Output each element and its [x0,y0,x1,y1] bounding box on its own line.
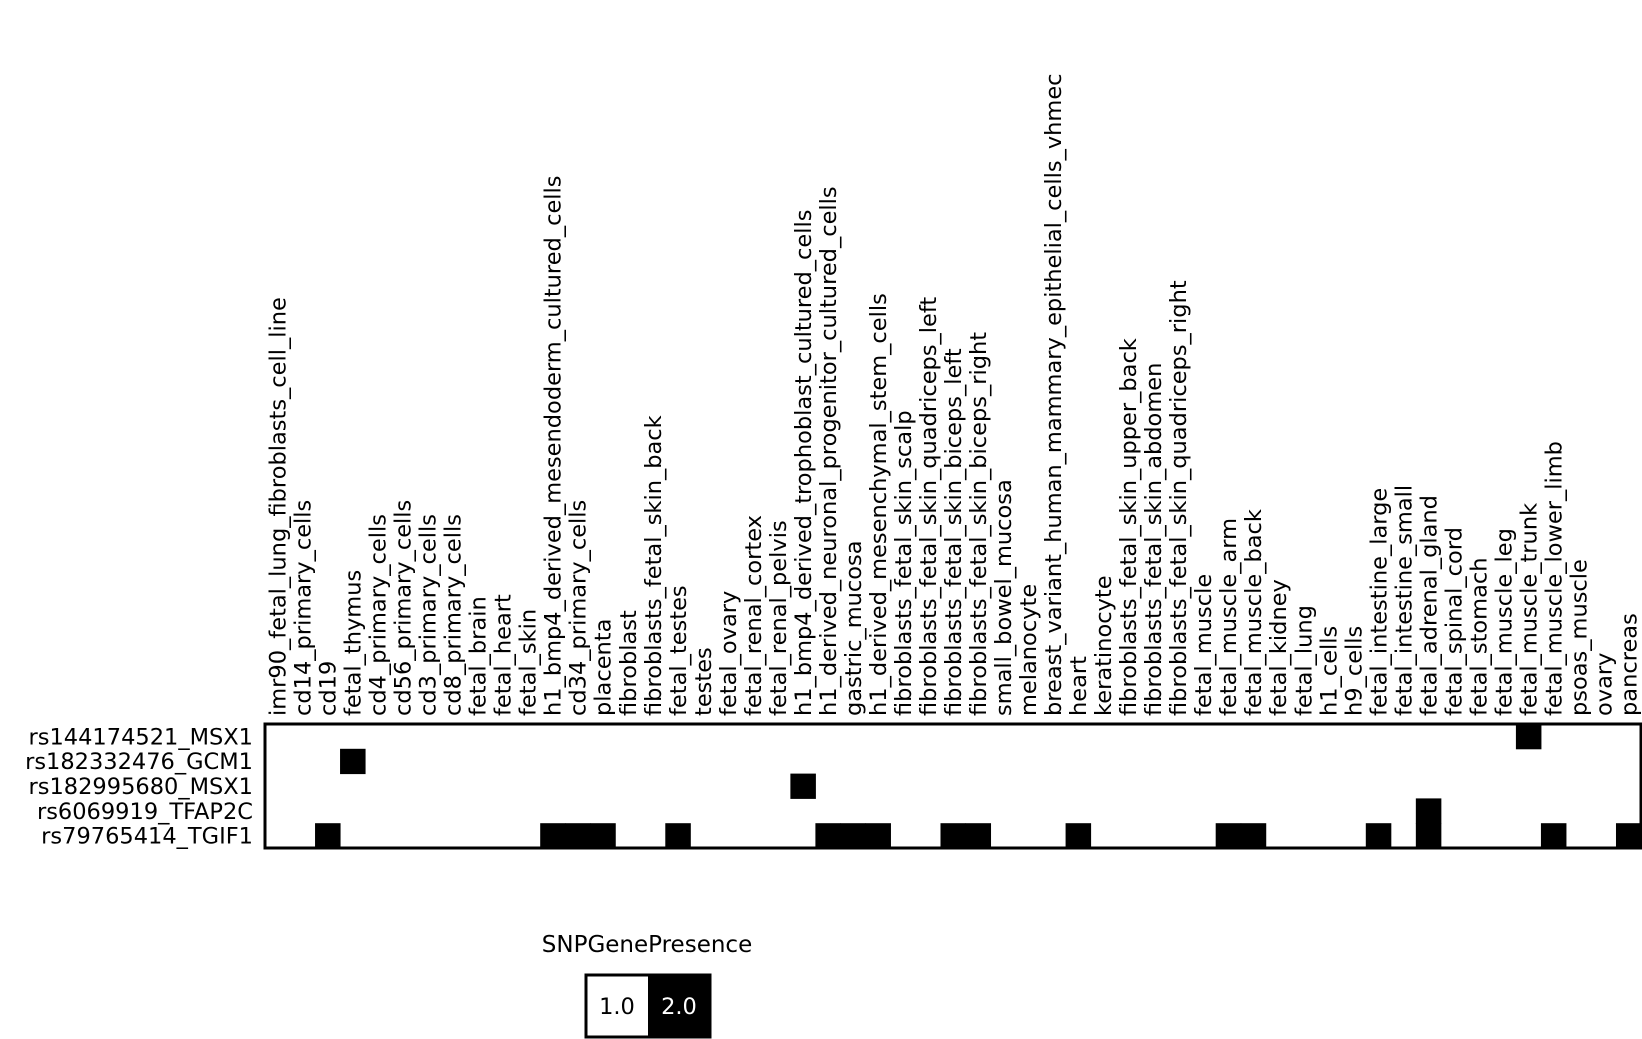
heatmap-cells [315,724,1642,849]
column-label: fetal_intestine_small [1391,485,1417,716]
column-label: h1_bmp4_derived_mesendoderm_cultured_cel… [541,175,567,716]
column-label: fetal_muscle [1191,574,1217,716]
legend-swatch [586,975,648,1037]
column-label: fibroblasts_fetal_skin_biceps_left [941,348,967,716]
column-label: cd3_primary_cells [416,514,442,716]
legend-label: 2.0 [661,994,697,1020]
column-label: testes [691,647,717,716]
heatmap-cell [1415,823,1442,849]
column-label: fetal_testes [666,585,692,716]
column-label: fetal_muscle_leg [1491,528,1517,716]
heatmap-cell [1615,823,1642,849]
column-label: fibroblasts_fetal_skin_upper_back [1116,338,1142,716]
column-label: h9_cells [1341,626,1367,716]
column-label: fetal_heart [491,594,517,716]
column-label: h1_bmp4_derived_trophoblast_cultured_cel… [791,210,817,717]
column-label: cd19 [316,661,342,716]
legend-title: SNPGenePresence [542,932,752,958]
column-label: fibroblast [616,610,642,716]
column-label: fetal_skin [516,609,542,716]
column-label: fetal_thymus [341,570,367,716]
column-label: fetal_spinal_cord [1441,527,1467,716]
column-label: heart [1066,656,1092,716]
column-label: ovary [1592,653,1618,716]
heatmap-cell [590,823,616,849]
column-label: keratinocyte [1091,575,1117,716]
heatmap-cell [1515,724,1542,750]
row-labels: rs144174521_MSX1rs182332476_GCM1rs182995… [25,724,253,849]
heatmap-cell [865,823,891,849]
heatmap-cell [1540,823,1567,849]
heatmap-cell [1240,823,1267,849]
column-label: cd56_primary_cells [391,500,417,716]
heatmap-cell [1215,823,1242,849]
column-label: fetal_renal_pelvis [766,520,792,716]
column-label: fetal_muscle_trunk [1516,503,1542,716]
row-label: rs79765414_TGIF1 [41,824,253,850]
column-label: breast_variant_human_mammary_epithelial_… [1041,73,1067,716]
column-label: fetal_muscle_arm [1216,518,1242,716]
column-label: melanocyte [1016,584,1042,716]
heatmap-cell [790,773,816,799]
heatmap-cell [1065,823,1092,849]
column-label: fibroblasts_fetal_skin_biceps_right [966,332,992,716]
column-label: fibroblasts_fetal_skin_quadriceps_left [916,297,942,716]
column-label: cd34_primary_cells [566,500,592,716]
heatmap-cell [315,823,341,849]
column-label: fetal_renal_cortex [741,515,767,716]
column-label: small_bowel_mucosa [991,479,1017,716]
legend-swatches: 1.0 2.0 [586,975,710,1037]
column-label: fetal_kidney [1266,579,1292,716]
column-label: fetal_brain [466,596,492,716]
column-label: h1_cells [1316,626,1342,716]
heatmap-cell [815,823,841,849]
column-label: fibroblasts_fetal_skin_back [641,415,667,716]
column-label: fetal_muscle_back [1241,509,1267,716]
column-label: fetal_stomach [1466,557,1492,716]
legend-label: 1.0 [599,994,635,1020]
column-label: fibroblasts_fetal_skin_quadriceps_right [1166,280,1192,716]
heatmap-cell [565,823,591,849]
legend-swatch [648,975,710,1037]
column-label: cd4_primary_cells [366,514,392,716]
column-label: h1_derived_neuronal_progenitor_cultured_… [816,186,842,716]
column-label: fetal_ovary [716,591,742,716]
plot-frame [263,722,1642,850]
column-label: psoas_muscle [1567,559,1593,716]
column-label: pancreas [1617,613,1642,716]
column-label: fetal_intestine_large [1366,488,1392,716]
column-label: gastric_mucosa [841,540,867,716]
heatmap-cell [665,823,691,849]
column-label: fetal_lung [1291,605,1317,716]
column-label: h1_derived_mesenchymal_stem_cells [866,293,892,716]
legend: SNPGenePresence 1.0 2.0 [542,932,752,1039]
column-label: fibroblasts_fetal_skin_abdomen [1141,363,1167,716]
column-label: cd14_primary_cells [291,500,317,716]
heatmap-cell [340,748,366,775]
row-label: rs144174521_MSX1 [29,724,253,750]
column-label: cd8_primary_cells [441,514,467,716]
row-label: rs182995680_MSX1 [29,774,253,800]
heatmap-cell [1365,823,1392,849]
column-label: fetal_muscle_lower_limb [1541,441,1567,716]
column-label: placenta [591,619,617,716]
column-labels: imr90_fetal_lung_fibroblasts_cell_line cd… [266,73,1642,716]
legend-frame [584,973,712,1039]
heatmap-cell [1415,798,1442,824]
heatmap-cell [965,823,992,849]
row-label: rs182332476_GCM1 [25,749,253,775]
column-label: fibroblasts_fetal_skin_scalp [891,410,917,716]
heatmap-cell [840,823,866,849]
heatmap-cell [940,823,967,849]
heatmap-cell [540,823,566,849]
column-label: fetal_adrenal_gland [1416,495,1442,716]
column-label: imr90_fetal_lung_fibroblasts_cell_line [266,297,292,716]
row-label: rs6069919_TFAP2C [37,799,253,825]
